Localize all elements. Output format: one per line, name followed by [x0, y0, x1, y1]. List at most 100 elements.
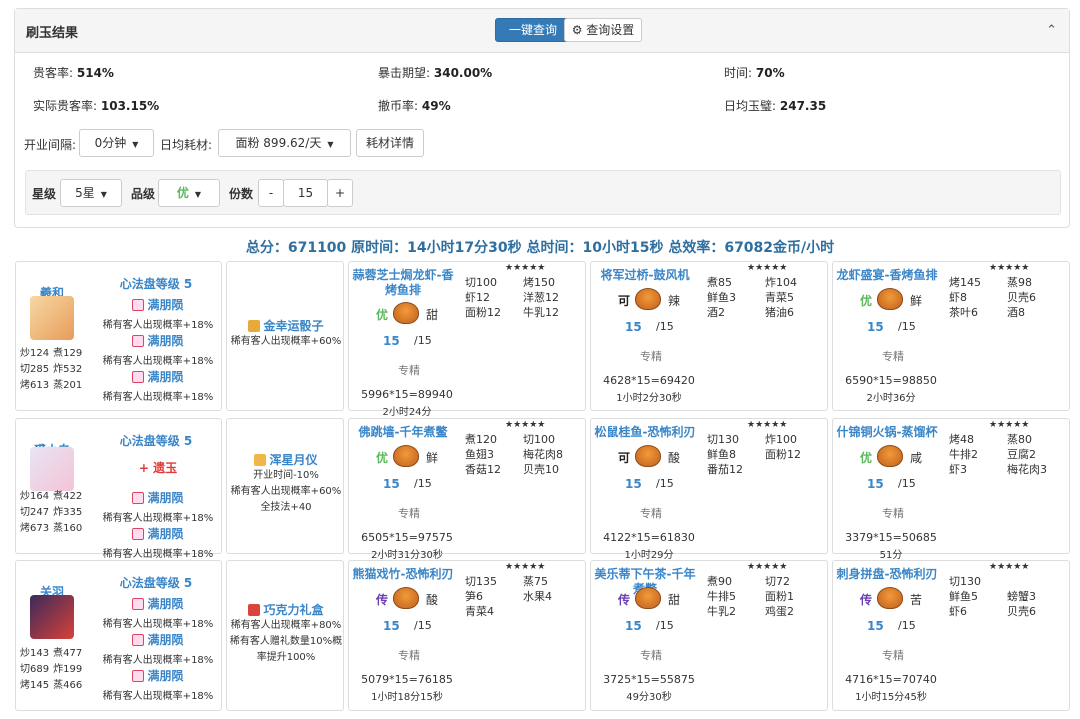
dish-specialty: 专精	[640, 649, 662, 662]
dish-card: 龙虾盛宴-香烤鱼排 ★★★★★ 烤145 蒸98 虾8 贝壳6 茶叶6 酒8 优 鲜 15/15 专精…	[832, 261, 1070, 411]
dish-grade: 可	[618, 294, 631, 308]
dish-icon	[877, 288, 903, 310]
chef-stat: 煮422	[53, 491, 83, 502]
dish-card: 熊猫戏竹-恐怖利刃 ★★★★★ 切135 蒸75 笋6 水果4 青菜4 传 酸 15/15 专精 50…	[348, 560, 586, 711]
gem-label: 满朋陨	[147, 597, 184, 611]
dish-card: 佛跳墙-千年煮鳖 ★★★★★ 煮120 切100 鱼翅3 梅花肉8 香菇12 贝壳10 优 鲜 15…	[348, 418, 586, 561]
one-click-query-button[interactable]: 一键查询	[495, 18, 571, 42]
material-detail-button[interactable]: 耗材详情	[356, 129, 424, 157]
gem-desc: 稀有客人出现概率+18%	[102, 655, 214, 666]
star-label: 星级	[32, 187, 57, 201]
ingredient: 牛乳2	[707, 605, 736, 618]
chef-stat: 炒124	[20, 348, 50, 359]
dish-score: 6505*15=97575	[361, 531, 453, 544]
dish-stars: ★★★★★	[747, 420, 788, 430]
dish-quantity[interactable]: 15	[383, 477, 400, 491]
dish-grade: 优	[860, 451, 873, 465]
dish-name: 蒜蓉芝士焗龙虾-香烤鱼排	[352, 268, 454, 297]
ingredient: 烤48	[949, 433, 974, 446]
chef-stat: 烤613	[20, 380, 50, 391]
dish-flavor: 甜	[426, 308, 439, 322]
ingredient: 洋葱12	[523, 291, 559, 304]
dish-quantity[interactable]: 15	[625, 477, 642, 491]
dish-stars: ★★★★★	[505, 420, 546, 430]
dish-max: /15	[656, 477, 674, 490]
ingredient: 蒸98	[1007, 276, 1032, 289]
dish-max: /15	[414, 619, 432, 632]
ingredient: 烤150	[523, 276, 555, 289]
dish-quantity[interactable]: 15	[867, 619, 884, 633]
dish-icon	[877, 445, 903, 467]
gem-name: 满朋陨	[96, 489, 220, 506]
portion-input[interactable]: 15	[283, 179, 328, 207]
dish-quantity[interactable]: 15	[383, 334, 400, 348]
dish-grade: 优	[376, 308, 389, 322]
portion-label: 份数	[229, 187, 254, 201]
equip-desc: 稀有客人赠礼数量10%概	[229, 636, 343, 647]
daily-material-select[interactable]: 面粉 899.62/天 ▼	[218, 129, 351, 157]
chef-stat: 蒸201	[53, 380, 83, 391]
dish-quantity[interactable]: 15	[383, 619, 400, 633]
portion-plus-button[interactable]: +	[327, 179, 353, 207]
ingredient: 切135	[465, 575, 497, 588]
dish-max: /15	[414, 334, 432, 347]
dish-score: 5996*15=89940	[361, 388, 453, 401]
equip-icon	[248, 320, 261, 332]
equip-name: 浑星月仪	[227, 451, 345, 468]
query-settings-button[interactable]: ⚙ 查询设置	[564, 18, 642, 42]
gem-desc: 稀有客人出现概率+18%	[102, 691, 214, 702]
dish-flavor: 甜	[668, 593, 681, 607]
chef-stat: 炸199	[53, 664, 83, 675]
gem-label: + 遗玉	[138, 461, 178, 475]
gem-name: 满朋陨	[96, 525, 220, 542]
dish-grade: 传	[618, 593, 631, 607]
equip-card: 浑星月仪 开业时间-10% 稀有客人出现概率+60% 全技法+40	[226, 418, 344, 554]
dish-time: 1小时2分30秒	[616, 393, 682, 404]
stat-daily-jade: 日均玉璧: 247.35	[724, 99, 827, 113]
equip-block: 金幸运骰子 稀有客人出现概率+60%	[227, 317, 345, 350]
portion-minus-button[interactable]: -	[258, 179, 284, 207]
chef-avatar	[30, 447, 74, 491]
dish-time: 49分30秒	[626, 692, 672, 703]
interval-label: 开业间隔:	[24, 138, 77, 152]
gem-icon	[132, 634, 145, 646]
grade-select[interactable]: 优 ▼	[158, 179, 220, 207]
chef-stats: 炒143 煮477 切689 炸199 烤145 蒸466	[20, 646, 92, 694]
dish-icon	[393, 587, 419, 609]
dish-grade: 可	[618, 451, 631, 465]
interval-select[interactable]: 0分钟 ▼	[79, 129, 154, 157]
dish-quantity[interactable]: 15	[867, 477, 884, 491]
dish-score: 3725*15=55875	[603, 673, 695, 686]
chef-stat: 切689	[20, 664, 50, 675]
gem-icon	[132, 299, 145, 311]
equip-desc: 全技法+40	[260, 502, 312, 513]
gem-name: 满朋陨	[96, 667, 220, 684]
ingredient: 笋6	[465, 590, 483, 603]
dish-score: 4122*15=61830	[603, 531, 695, 544]
dish-grade: 优	[376, 451, 389, 465]
gem-name: 满朋陨	[96, 332, 220, 349]
ingredient: 贝壳6	[1007, 605, 1036, 618]
dish-icon	[635, 288, 661, 310]
gem-icon	[132, 335, 145, 347]
dish-quantity[interactable]: 15	[867, 320, 884, 334]
chef-stat: 煮477	[53, 648, 83, 659]
dish-quantity[interactable]: 15	[625, 619, 642, 633]
dish-max: /15	[414, 477, 432, 490]
caret-down-icon: ▼	[100, 190, 107, 199]
gem-desc: 稀有客人出现概率+18%	[102, 356, 214, 367]
dish-grade: 优	[860, 294, 873, 308]
collapse-chevron-icon[interactable]: ⌃	[1046, 23, 1057, 38]
dish-name: 将军过桥-鼓风机	[600, 268, 690, 282]
dish-stars: ★★★★★	[505, 263, 546, 273]
dish-quantity[interactable]: 15	[625, 320, 642, 334]
star-select[interactable]: 5星 ▼	[60, 179, 122, 207]
ingredient: 鱼翅3	[465, 448, 494, 461]
ingredient: 虾6	[949, 605, 967, 618]
ingredient: 贝壳6	[1007, 291, 1036, 304]
dish-flavor: 辣	[668, 294, 681, 308]
ingredient: 青菜4	[465, 605, 494, 618]
chef-stats: 炒124 煮129 切285 炸532 烤613 蒸201	[20, 346, 92, 394]
chef-stat: 烤145	[20, 680, 50, 691]
ingredient: 切100	[465, 276, 497, 289]
